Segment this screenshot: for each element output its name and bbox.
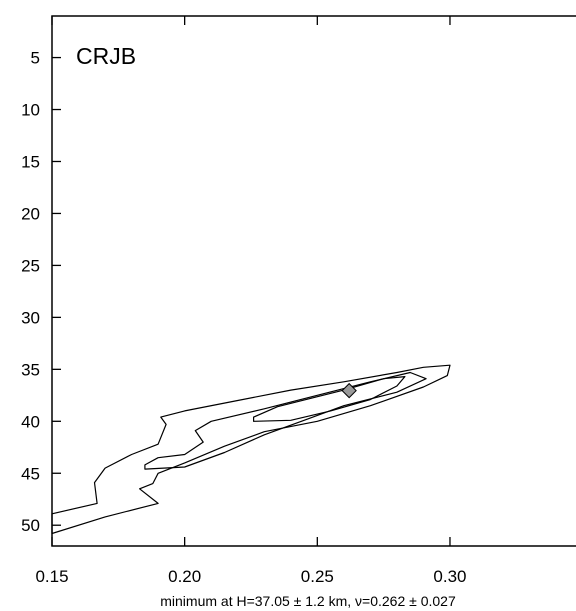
station-label: CRJB [76, 43, 136, 69]
contour-middle [144, 371, 427, 470]
x-tick-label: 0.30 [433, 567, 466, 586]
x-axis-ticks: 0.15 0.20 0.25 0.30 [35, 537, 467, 586]
y-tick-label: 30 [21, 308, 40, 327]
y-tick-label: 50 [21, 516, 40, 535]
y-tick-label: 45 [21, 464, 40, 483]
minimum-marker [341, 382, 357, 399]
x-tick-label: 0.20 [168, 567, 201, 586]
y-axis-ticks: 5 10 15 20 25 30 35 40 45 50 [21, 49, 61, 535]
x-tick-label: 0.25 [301, 567, 334, 586]
y-tick-label: 10 [21, 101, 40, 120]
y-tick-label: 40 [21, 412, 40, 431]
y-tick-label: 35 [21, 360, 40, 379]
misfit-contours [51, 364, 451, 535]
minimum-diamond [341, 382, 357, 399]
x-axis-top-ticks [51, 16, 451, 25]
y-tick-label: 25 [21, 256, 40, 275]
contour-inner [253, 376, 406, 422]
y-tick-label: 15 [21, 152, 40, 171]
contour-outer [51, 364, 451, 535]
plot-frame [51, 15, 576, 547]
y-tick-label: 20 [21, 204, 40, 223]
minimum-caption: minimum at H=37.05 ± 1.2 km, ν=0.262 ± 0… [160, 593, 456, 609]
y-tick-label: 5 [31, 49, 40, 68]
x-tick-label: 0.15 [35, 567, 68, 586]
